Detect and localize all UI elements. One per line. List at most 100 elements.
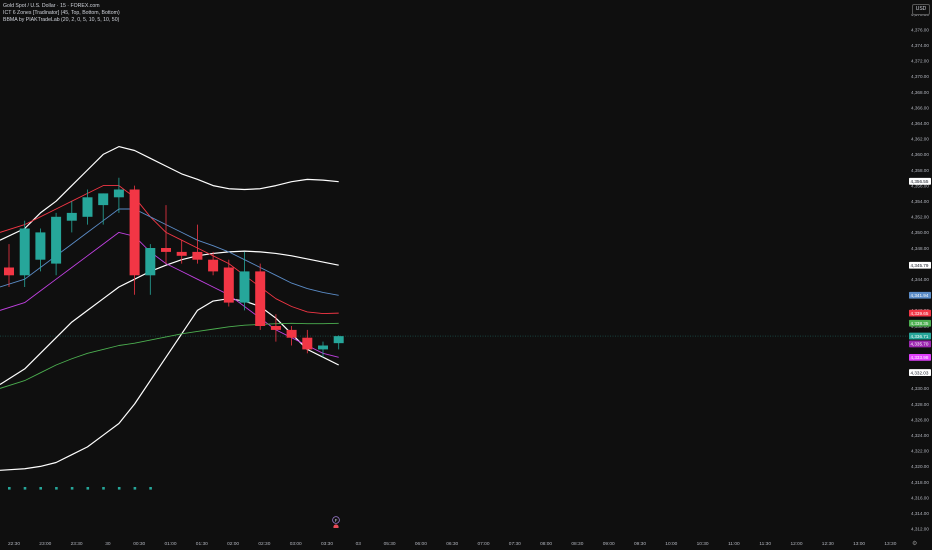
time-tick: 07:00 [477, 541, 489, 547]
price-tick: 4,344.00 [911, 277, 929, 282]
price-badge: 4,333.98 [909, 353, 931, 361]
price-badge: 4,341.94 [909, 291, 931, 299]
indicator-bb_mid [0, 250, 339, 386]
candle [223, 259, 234, 307]
price-badge-label: 4,336.71 [911, 334, 929, 339]
candle [145, 244, 156, 295]
time-tick: 00:30 [133, 541, 145, 547]
candle [129, 185, 140, 295]
candle-body [255, 271, 266, 326]
symbol-title[interactable]: Gold Spot / U.S. Dollar · 15 · FOREX.com [3, 3, 100, 9]
time-tick: 02:00 [227, 541, 239, 547]
time-tick: 03 [356, 541, 362, 547]
candle-body [98, 193, 109, 206]
price-badge: 4,332.03 [909, 369, 931, 376]
price-badge-label: 4,339.65 [911, 311, 929, 316]
price-chart[interactable]: F [0, 0, 908, 528]
time-tick: 13:00 [853, 541, 865, 547]
candle [318, 341, 328, 358]
candle [19, 220, 30, 287]
price-badge: 4,339.65 [909, 309, 931, 317]
candle [302, 329, 313, 354]
indicator-ict-zones[interactable]: ICT 6 Zones [Tradinator] (45, Top, Botto… [3, 10, 120, 16]
price-badge-bg [909, 319, 931, 327]
price-badge-label: 4,345.79 [911, 263, 929, 268]
candle-body [192, 251, 203, 260]
indicator-ma_red [0, 185, 339, 314]
candle [4, 244, 14, 287]
time-tick: 11:30 [759, 541, 771, 547]
signal-marker [149, 487, 152, 490]
time-tick: 06:00 [415, 541, 427, 547]
indicator-bb_upper [0, 146, 339, 241]
price-tick: 4,354.00 [911, 199, 929, 204]
candle [51, 212, 62, 276]
price-badge: 4,335.70 [909, 340, 931, 348]
time-tick: 02:30 [258, 541, 270, 547]
candle [35, 228, 46, 272]
candle-body [270, 326, 281, 330]
candle-body [19, 228, 30, 276]
time-tick: 10:00 [665, 541, 677, 547]
time-tick: 23:30 [71, 541, 83, 547]
signal-marker [133, 487, 137, 490]
price-tick: 4,372.00 [911, 59, 929, 64]
time-tick: 06:30 [446, 541, 458, 547]
price-tick: 4,326.00 [911, 417, 929, 422]
price-tick: 4,370.00 [911, 74, 929, 79]
price-axis[interactable]: 4,378.004,376.004,374.004,372.004,370.00… [908, 0, 932, 550]
price-badge-bg [909, 177, 931, 185]
price-tick: 4,316.00 [911, 495, 929, 500]
price-tick: 4,356.00 [911, 183, 929, 188]
price-tick: 4,362.00 [911, 137, 929, 142]
indicator-bbma[interactable]: BBMA by PIAKTradeLab (20, 2, 0, 5, 10, 5… [3, 17, 120, 23]
candle-body [4, 267, 14, 276]
price-tick: 4,358.00 [911, 168, 929, 173]
price-tick: 4,328.00 [911, 402, 929, 407]
price-badge-bg [909, 340, 931, 348]
time-tick: 08:00 [540, 541, 552, 547]
time-tick: 07:30 [509, 541, 521, 547]
price-tick: 4,330.00 [911, 386, 929, 391]
time-tick: 11:00 [728, 541, 740, 547]
price-tick: 4,352.00 [911, 215, 929, 220]
price-badge-label: 4,332.03 [911, 370, 929, 375]
time-tick: 12:00 [790, 541, 802, 547]
candle-body [286, 329, 297, 338]
time-tick: 13:30 [884, 541, 896, 547]
price-tick: 4,366.00 [911, 105, 929, 110]
candle [176, 240, 187, 264]
price-tick: 4,348.00 [911, 246, 929, 251]
candle-body [82, 197, 93, 217]
price-tick: 4,314.00 [911, 511, 929, 516]
currency-button[interactable]: USD [912, 4, 930, 15]
price-badge: 4,336.71 [909, 332, 931, 340]
time-axis[interactable]: 22:30 23:00 23:30 30 00:30 01:00 01:30 02:00 02:… [0, 528, 908, 550]
price-tick: 4,360.00 [911, 152, 929, 157]
candle-body [66, 212, 77, 221]
time-tick: 08:30 [571, 541, 583, 547]
indicator-ma_green [0, 322, 339, 389]
indicator-ma_blue [0, 208, 339, 296]
price-tick: 4,364.00 [911, 121, 929, 126]
candle-body [208, 259, 219, 272]
price-tick: 4,318.00 [911, 480, 929, 485]
time-tick: 12:30 [822, 541, 834, 547]
price-badge-label: 4,338.35 [911, 321, 929, 326]
price-badge-label: 4,356.55 [911, 179, 929, 184]
candle [98, 193, 109, 225]
candle-body [35, 232, 46, 260]
price-tick: 4,350.00 [911, 230, 929, 235]
gear-icon[interactable]: ⚙ [912, 541, 918, 547]
price-badge-bg [909, 291, 931, 299]
candle-body [302, 337, 313, 350]
price-badge-bg [909, 261, 931, 269]
candle [66, 201, 77, 233]
signal-marker [117, 487, 121, 490]
candle [208, 251, 219, 276]
price-badge-bg [909, 353, 931, 361]
time-tick: 05:30 [384, 541, 396, 547]
candle-body [51, 216, 62, 264]
time-tick: 09:30 [634, 541, 646, 547]
price-tick: 4,322.00 [911, 449, 929, 454]
